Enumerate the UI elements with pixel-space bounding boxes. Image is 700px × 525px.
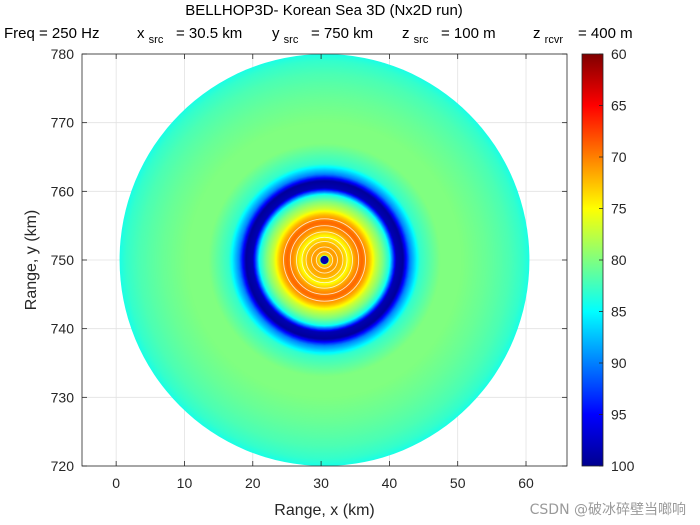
x-tick-label: 50 xyxy=(450,475,466,491)
x-tick-label: 10 xyxy=(177,475,193,491)
x-tick-label: 30 xyxy=(313,475,329,491)
colorbar-axis: 60 65 70 75 80 85 90 95 100 xyxy=(599,46,635,474)
subtitle-zsrc-sub: src xyxy=(414,34,429,46)
x-tick-label: 0 xyxy=(112,475,120,491)
source-core xyxy=(320,255,329,265)
subtitle-ysrc-text: = 750 km xyxy=(311,25,373,42)
colorbar-tick-label: 65 xyxy=(611,98,627,114)
colorbar-tick-label: 100 xyxy=(611,458,635,474)
colorbar-tick-label: 75 xyxy=(611,201,627,217)
interference-ring xyxy=(315,251,334,269)
subtitle-xsrc-text: = 30.5 km xyxy=(176,25,242,42)
y-tick-label: 740 xyxy=(51,321,75,337)
y-tick-label: 760 xyxy=(51,183,75,199)
subtitle-xsrc-base: x xyxy=(137,25,145,42)
y-axis: 720 730 740 750 760 770 780 xyxy=(51,46,567,474)
chart-title: BELLHOP3D- Korean Sea 3D (Nx2D run) xyxy=(185,2,463,19)
y-tick-label: 750 xyxy=(51,252,75,268)
interference-ring xyxy=(301,236,348,284)
subtitle-ysrc-base: y xyxy=(272,25,280,42)
x-tick-label: 20 xyxy=(245,475,261,491)
y-tick-label: 730 xyxy=(51,389,75,405)
x-axis-label: Range, x (km) xyxy=(274,502,374,519)
subtitle-zrcvr-sub: rcvr xyxy=(545,34,564,46)
colorbar-tick-label: 90 xyxy=(611,355,627,371)
interference-ring xyxy=(311,246,338,274)
subtitle-ysrc-sub: src xyxy=(284,34,299,46)
subtitle-xsrc-sub: src xyxy=(149,34,164,46)
subtitle-freq: Freq = 250 Hz xyxy=(4,25,99,42)
x-axis: 0 10 20 30 40 50 60 xyxy=(112,54,534,491)
interference-ring xyxy=(305,241,344,279)
colorbar-tick-label: 60 xyxy=(611,46,627,62)
subtitle-zsrc-base: z xyxy=(402,25,410,42)
x-tick-label: 40 xyxy=(382,475,398,491)
chart-subtitle: Freq = 250 Hz x src = 30.5 km y src = 75… xyxy=(4,25,633,47)
interference-ring xyxy=(289,225,360,295)
colorbar-tick-label: 70 xyxy=(611,149,627,165)
interference-ring xyxy=(296,231,353,289)
subtitle-zsrc-text: = 100 m xyxy=(441,25,496,42)
y-tick-label: 780 xyxy=(51,46,75,62)
watermark: CSDN @破冰碎壁当啷响 xyxy=(529,502,686,518)
tl-field xyxy=(119,54,530,466)
x-tick-label: 60 xyxy=(518,475,534,491)
y-tick-label: 720 xyxy=(51,458,75,474)
interference-ring xyxy=(283,218,366,302)
subtitle-zrcvr-text: = 400 m xyxy=(578,25,633,42)
colorbar-tick-label: 85 xyxy=(611,304,627,320)
y-axis-label: Range, y (km) xyxy=(23,210,40,310)
subtitle-zrcvr-base: z xyxy=(533,25,541,42)
y-tick-label: 770 xyxy=(51,115,75,131)
colorbar-tick-label: 80 xyxy=(611,252,627,268)
colorbar-tick-label: 95 xyxy=(611,407,627,423)
